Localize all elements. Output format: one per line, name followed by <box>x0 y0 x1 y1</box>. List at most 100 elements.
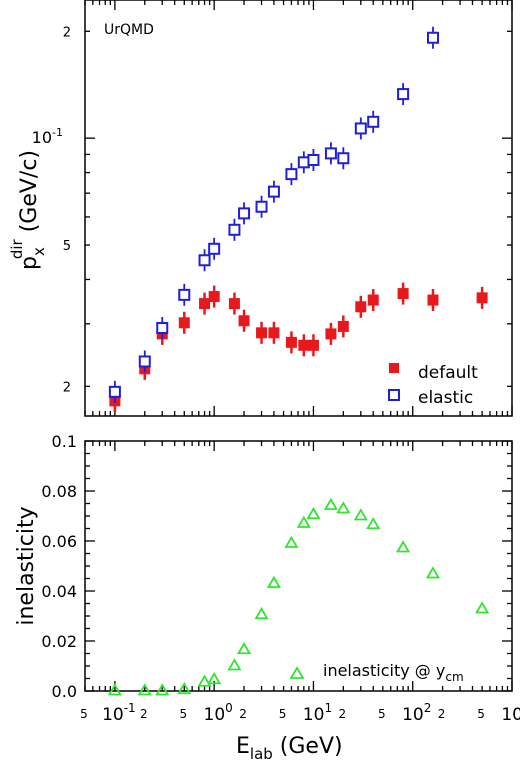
top-plot-frame <box>84 0 513 417</box>
elastic-point <box>267 185 280 198</box>
bottom-x-tick-label: 2 <box>239 707 247 721</box>
inelasticity-point <box>207 671 222 685</box>
elastic-point <box>285 168 298 181</box>
elastic-point <box>238 207 251 220</box>
bottom-x-tick-label: 5 <box>378 707 386 721</box>
bottom-y-tick-label: 0.0 <box>52 682 77 701</box>
bottom-x-tick-labels: 5 10-1 2 5 100 2 5 101 2 5 102 2 5 103 <box>80 701 520 725</box>
top-y-axis-label-sup: dir <box>8 238 26 259</box>
top-y-axis-label: pxdir (GeV/c) <box>8 150 48 270</box>
inelasticity-point <box>266 575 281 588</box>
bottom-x-tick-label: 5 <box>80 707 88 721</box>
elastic-point <box>297 156 310 169</box>
top-y-tick-label: 2 <box>63 25 71 40</box>
top-axis-ticks <box>84 0 513 416</box>
default-point <box>325 328 337 340</box>
default-point <box>367 294 379 306</box>
bottom-y-tick-label: 0.1 <box>52 432 77 451</box>
default-point <box>199 298 211 310</box>
default-point <box>307 339 319 351</box>
inelasticity-point <box>155 683 170 696</box>
inelasticity-point <box>353 508 368 521</box>
elastic-point <box>426 31 439 44</box>
elastic-point <box>337 152 350 165</box>
inelasticity-point <box>323 497 338 510</box>
bottom-data-points <box>107 497 490 696</box>
elastic-point <box>397 88 410 101</box>
elastic-point <box>354 122 367 135</box>
default-point <box>285 336 297 348</box>
inelasticity-point <box>236 641 252 655</box>
legend-default-label: default <box>418 363 478 383</box>
top-y-axis-label-unit: (GeV/c) <box>17 150 42 239</box>
top-y-tick-label: 2 <box>63 380 71 395</box>
bottom-x-tick-label: 5 <box>477 707 485 721</box>
elastic-point <box>138 355 151 368</box>
bottom-x-tick-label: 10-1 <box>102 701 136 725</box>
default-point <box>397 288 409 300</box>
bottom-x-tick-label: 101 <box>303 701 332 725</box>
top-data-points <box>108 26 488 412</box>
inelasticity-point <box>254 606 269 620</box>
x-axis-label-unit: (GeV) <box>273 734 343 759</box>
bottom-x-axis-label: Elab (GeV) <box>236 734 343 763</box>
default-point <box>476 292 488 304</box>
inelasticity-point <box>107 683 122 696</box>
x-axis-label-main: E <box>236 734 250 759</box>
bottom-y-tick-label: 0.06 <box>41 532 77 551</box>
elastic-point <box>367 115 380 128</box>
default-point <box>427 294 439 306</box>
top-legend: default elastic <box>388 363 478 408</box>
default-point <box>238 315 250 327</box>
bottom-y-tick-label: 0.04 <box>41 582 77 601</box>
inelasticity-point <box>336 501 351 514</box>
elastic-point <box>255 200 268 213</box>
inelasticity-point <box>227 658 242 671</box>
elastic-point <box>198 254 211 267</box>
top-y-axis-label-sub: x <box>30 247 48 256</box>
top-y-axis-label-main: p <box>17 256 42 270</box>
bottom-x-tick-label: 5 <box>179 707 187 721</box>
inelasticity-point <box>177 681 192 695</box>
bottom-legend: inelasticity @ ycm <box>289 661 464 684</box>
bottom-axis-ticks <box>84 440 513 692</box>
legend-elastic-label: elastic <box>418 388 473 408</box>
inelasticity-point <box>197 674 212 687</box>
default-point <box>178 317 190 329</box>
bottom-x-tick-label: 2 <box>140 707 148 721</box>
default-point <box>228 298 240 310</box>
default-point <box>208 291 220 303</box>
elastic-point <box>228 223 241 236</box>
legend-inelasticity-marker <box>289 666 305 679</box>
bottom-x-tick-label: 2 <box>438 707 446 721</box>
x-axis-label-sub: lab <box>250 745 273 763</box>
bottom-x-tick-label: 103 <box>501 701 520 725</box>
top-annotation: UrQMD <box>104 22 154 38</box>
inelasticity-point <box>306 506 321 520</box>
bottom-y-axis-label: inelasticity <box>14 506 39 625</box>
bottom-plot-frame <box>84 440 513 692</box>
bottom-x-tick-label: 5 <box>279 707 287 721</box>
inelasticity-point <box>137 683 152 696</box>
legend-inelasticity-sub: cm <box>445 670 463 684</box>
legend-elastic-marker <box>388 389 400 401</box>
elastic-point <box>324 147 337 160</box>
bottom-panel: 0.00.020.040.060.080.1 5 10-1 2 5 100 2 5 101 2 5… <box>14 432 520 763</box>
elastic-point <box>178 288 191 301</box>
inelasticity-point <box>366 516 381 530</box>
elastic-point <box>108 385 121 398</box>
bottom-x-tick-label: 2 <box>339 707 347 721</box>
top-y-tick-label: 5 <box>63 239 71 254</box>
bottom-y-tick-labels: 0.0 0.02 0.04 0.06 0.08 0.1 <box>41 432 77 701</box>
elastic-point <box>307 153 320 166</box>
bottom-y-tick-label: 0.02 <box>41 632 77 651</box>
default-point <box>355 301 367 313</box>
legend-default-marker <box>389 363 399 373</box>
legend-inelasticity-main: inelasticity @ y <box>323 661 445 680</box>
inelasticity-point <box>296 515 311 528</box>
default-point <box>337 320 349 332</box>
elastic-point <box>156 321 169 334</box>
bottom-y-tick-label: 0.08 <box>41 482 77 501</box>
bottom-x-tick-label: 102 <box>402 701 431 725</box>
